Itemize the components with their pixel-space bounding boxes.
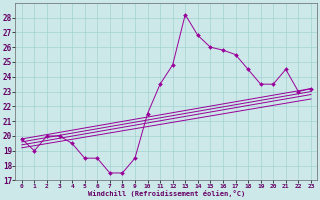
X-axis label: Windchill (Refroidissement éolien,°C): Windchill (Refroidissement éolien,°C) — [88, 190, 245, 197]
